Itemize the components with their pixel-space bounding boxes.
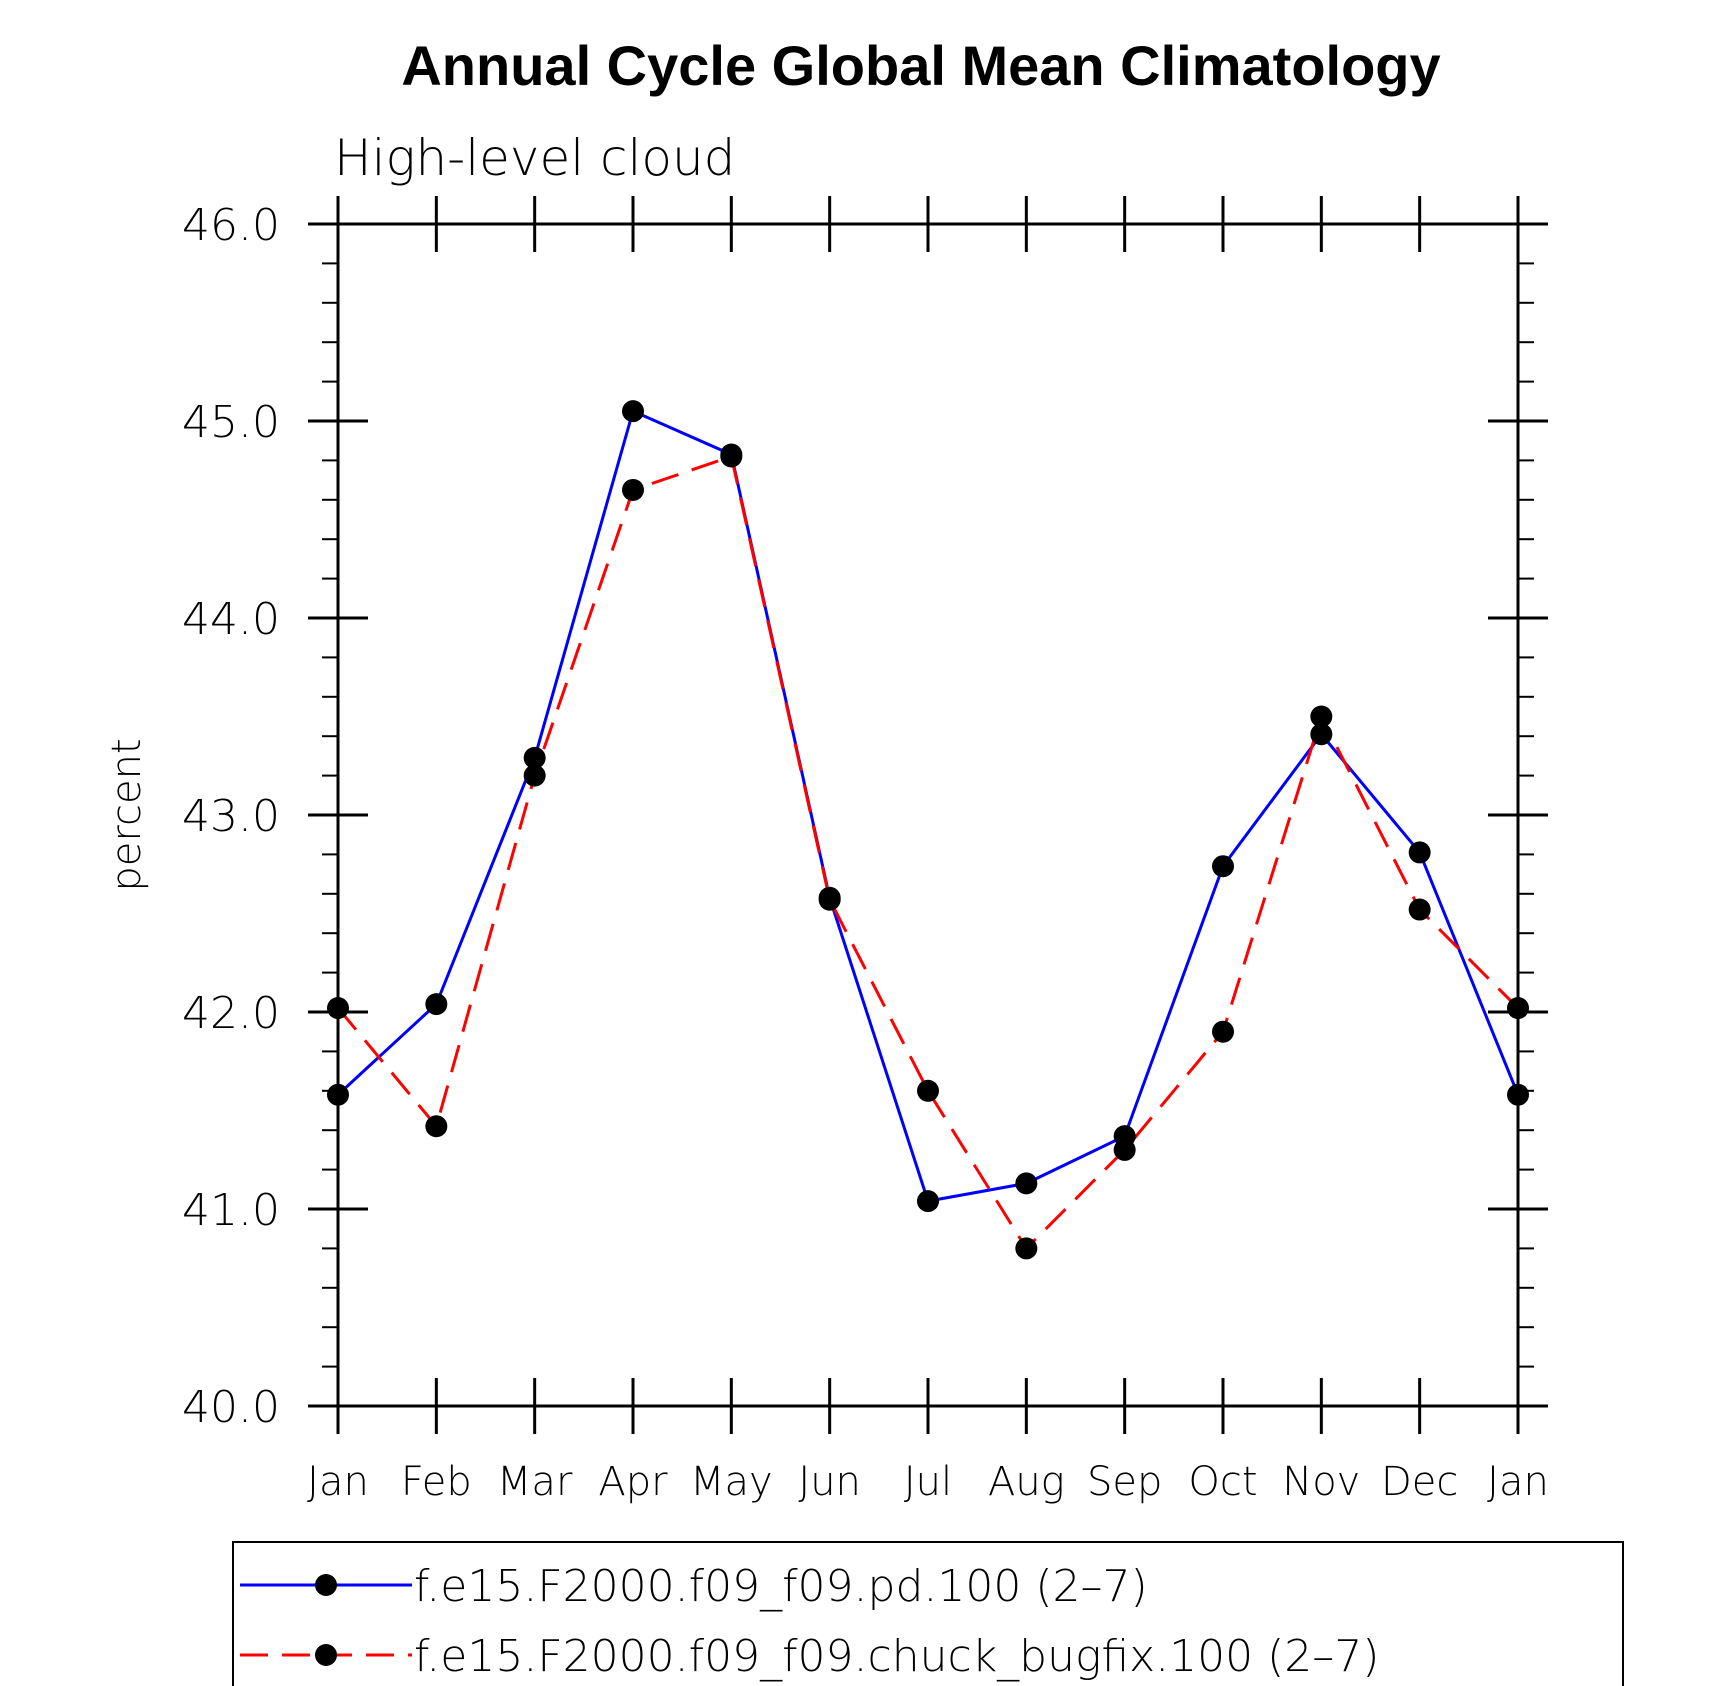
series-1-point <box>1507 1083 1529 1106</box>
series-1-point <box>1212 855 1234 878</box>
series-1-point <box>1310 723 1333 746</box>
y-tick-label: 44.0 <box>182 594 280 645</box>
series-2-point <box>1212 1020 1234 1043</box>
series-2-point <box>1015 1237 1038 1260</box>
y-tick-label: 43.0 <box>182 791 280 842</box>
series-1-point <box>917 1190 939 1213</box>
x-tick-label: Jan <box>1487 1459 1549 1505</box>
series-2-point <box>1507 997 1529 1020</box>
chart-title: Annual Cycle Global Mean Climatology <box>401 34 1440 97</box>
series-1-point <box>327 1083 349 1106</box>
legend-marker-2 <box>315 1644 337 1666</box>
y-tick-label: 45.0 <box>182 397 280 448</box>
y-tick-label: 41.0 <box>182 1185 280 1236</box>
x-tick-label: Apr <box>598 1459 668 1505</box>
series-2-point <box>425 1115 448 1138</box>
x-tick-label: Aug <box>988 1459 1065 1505</box>
y-tick-label: 42.0 <box>182 988 280 1039</box>
x-tick-label: Jun <box>798 1459 861 1505</box>
series-2-point <box>327 997 349 1020</box>
x-tick-label: Dec <box>1381 1459 1458 1505</box>
chart-subtitle: High-level cloud <box>334 129 735 187</box>
x-tick-label: Oct <box>1188 1459 1257 1505</box>
y-tick-label: 46.0 <box>182 200 280 251</box>
x-tick-label: Jul <box>904 1459 952 1505</box>
x-tick-label: Sep <box>1087 1459 1162 1505</box>
y-tick-label: 40.0 <box>182 1382 280 1433</box>
series-2-point <box>1310 705 1333 728</box>
series-2-point <box>720 445 743 468</box>
series-2-point <box>818 888 841 911</box>
series-1-point <box>622 400 644 423</box>
series-2-point <box>622 478 644 501</box>
y-axis-label: percent <box>104 738 150 891</box>
axes-ticks: Jan Feb Mar Apr May Jun Jul Aug Sep Oct Nov Dec Jan 4… <box>182 196 1549 1505</box>
legend-label-1: f.e15.F2000.f09_f09.pd.100 (2–7) <box>414 1561 1148 1612</box>
series-1-point <box>523 746 546 769</box>
series-2-point <box>523 764 546 787</box>
series-2-point <box>917 1079 939 1102</box>
legend-marker-1 <box>315 1574 337 1596</box>
legend: f.e15.F2000.f09_f09.pd.100 (2–7) f.e15.F2… <box>240 1561 1379 1682</box>
series-1-point <box>425 993 448 1016</box>
plot-frame <box>336 222 1520 1408</box>
x-tick-label: Nov <box>1282 1459 1360 1505</box>
legend-label-2: f.e15.F2000.f09_f09.chuck_bugfix.100 (2–… <box>414 1631 1379 1682</box>
series-2-point <box>1408 898 1431 921</box>
series-1-point <box>1015 1172 1038 1195</box>
series-layer <box>327 400 1529 1260</box>
x-tick-label: May <box>690 1459 773 1505</box>
series-1-point <box>1408 841 1431 864</box>
series-2-point <box>1113 1138 1136 1161</box>
x-tick-label: Mar <box>497 1459 573 1505</box>
series-line-2 <box>336 454 1520 1251</box>
legend-box <box>232 1541 1624 1686</box>
x-tick-label: Feb <box>401 1459 472 1505</box>
x-tick-label: Jan <box>307 1459 369 1505</box>
